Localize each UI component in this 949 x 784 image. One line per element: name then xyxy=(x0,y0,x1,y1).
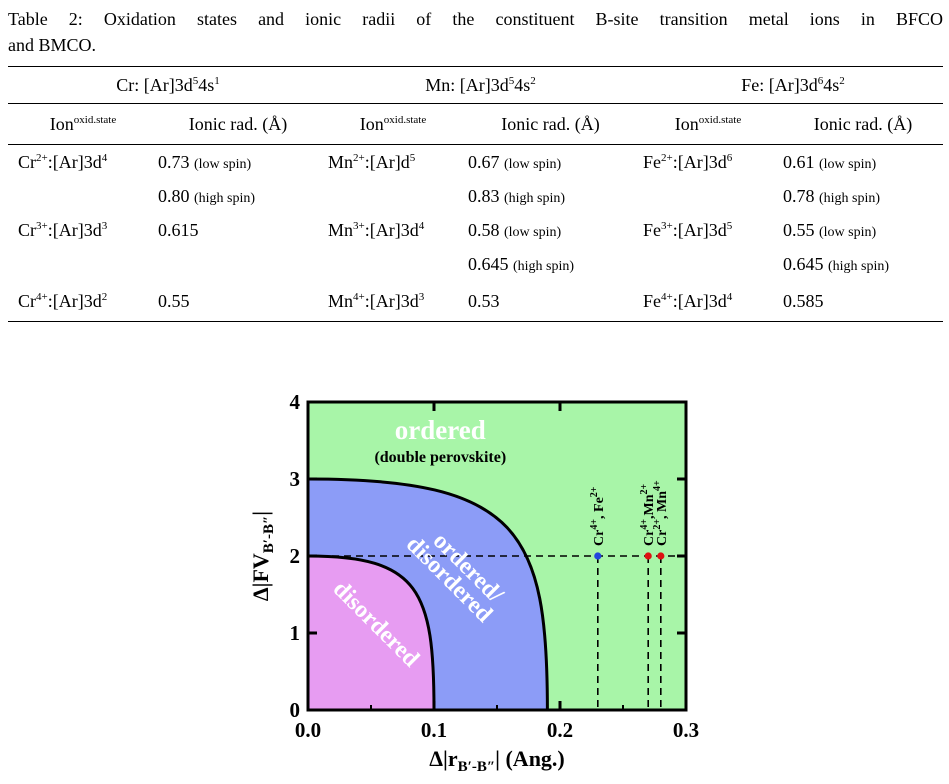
region-disordered xyxy=(308,556,434,710)
point-label: Cr4+, Fe2+ xyxy=(589,486,607,546)
y-tick-label: 2 xyxy=(290,544,301,568)
table-caption: Table 2: Oxidation states and ionic radi… xyxy=(8,6,943,58)
ion-cell: Mn2+:[Ar]d5 xyxy=(328,151,416,172)
ionic-radii-table: Cr: [Ar]3d54s1 Mn: [Ar]3d54s2 Fe: [Ar]3d… xyxy=(8,66,943,322)
phase-diagram-chart: Cr4+, Fe2+Cr4+,Mn2+Cr2+, Mn4+ 0.0 0.1 0.2 0… xyxy=(248,392,700,775)
ion-cell: Mn3+:[Ar]3d4 xyxy=(328,219,425,240)
data-point xyxy=(644,552,652,560)
x-tick-label: 0.1 xyxy=(421,718,447,742)
column-header-ion: Ionoxid.state xyxy=(633,103,773,145)
radius-cell: 0.73 (low spin) xyxy=(158,151,252,172)
ion-cell: Fe4+:[Ar]3d4 xyxy=(633,281,773,322)
table-row: Cr3+:[Ar]3d3 0.615 Mn3+:[Ar]3d4 0.58 (lo… xyxy=(8,213,943,247)
radius-cell: 0.78 (high spin) xyxy=(783,185,881,206)
x-tick-label: 0.0 xyxy=(295,718,321,742)
ion-cell xyxy=(318,247,458,281)
radius-cell: 0.645 (high spin) xyxy=(783,253,890,274)
region-sublabel-double-perovskite: (double perovskite) xyxy=(374,449,506,466)
ion-cell xyxy=(633,247,773,281)
ion-cell xyxy=(8,247,148,281)
table-row: Cr2+:[Ar]3d4 0.73 (low spin) Mn2+:[Ar]d5… xyxy=(8,145,943,180)
data-points xyxy=(594,552,665,560)
y-tick-label: 0 xyxy=(290,698,301,722)
radius-cell: 0.67 (low spin) xyxy=(468,151,562,172)
caption-line-2: and BMCO. xyxy=(8,35,97,55)
column-header-radius: Ionic rad. (Å) xyxy=(773,103,943,145)
group-header-fe: Fe: [Ar]3d64s2 xyxy=(633,66,943,104)
boundary-ordered xyxy=(307,477,549,711)
radius-cell xyxy=(148,247,318,281)
column-header-radius: Ionic rad. (Å) xyxy=(458,103,633,145)
table-row: Cr4+:[Ar]3d2 0.55 Mn4+:[Ar]3d3 0.53 Fe4+… xyxy=(8,281,943,322)
radius-cell: 0.80 (high spin) xyxy=(158,185,256,206)
ion-cell: Cr3+:[Ar]3d3 xyxy=(18,219,108,240)
table-row: 0.645 (high spin) 0.645 (high spin) xyxy=(8,247,943,281)
y-axis-label: Δ|FVB′-B″| xyxy=(248,511,277,601)
ion-cell: Cr4+:[Ar]3d2 xyxy=(8,281,148,322)
caption-line-1: Table 2: Oxidation states and ionic radi… xyxy=(8,9,943,29)
column-header-ion: Ionoxid.state xyxy=(8,103,148,145)
group-header-mn: Mn: [Ar]3d54s2 xyxy=(318,66,633,104)
radius-cell: 0.645 (high spin) xyxy=(468,253,575,274)
table-column-header-row: Ionoxid.state Ionic rad. (Å) Ionoxid.sta… xyxy=(8,103,943,145)
data-point xyxy=(657,552,665,560)
radius-cell: 0.61 (low spin) xyxy=(783,151,877,172)
radius-cell: 0.53 xyxy=(458,281,633,322)
ion-cell: Fe2+:[Ar]3d6 xyxy=(643,151,733,172)
radius-cell: 0.58 (low spin) xyxy=(468,219,562,240)
y-tick-label: 3 xyxy=(290,467,301,491)
point-labels: Cr4+, Fe2+ Cr4+,Mn2+Cr2+, Mn4+ xyxy=(589,480,670,546)
group-header-cr: Cr: [Ar]3d54s1 xyxy=(8,66,318,104)
x-tick-label: 0.2 xyxy=(547,718,573,742)
radius-cell: 0.55 (low spin) xyxy=(783,219,877,240)
ion-cell: Fe3+:[Ar]3d5 xyxy=(643,219,733,240)
ion-cell xyxy=(8,179,148,213)
ion-cell xyxy=(318,179,458,213)
radius-cell: 0.83 (high spin) xyxy=(468,185,566,206)
point-label: Cr2+, Mn4+ xyxy=(652,480,670,546)
point-drop-lines xyxy=(596,556,662,710)
radius-cell: 0.585 xyxy=(773,281,943,322)
y-tick-label: 1 xyxy=(290,621,301,645)
column-header-radius: Ionic rad. (Å) xyxy=(148,103,318,145)
axis-ticks: 0.0 0.1 0.2 0.3 0 1 2 3 4 xyxy=(290,392,700,742)
x-tick-label: 0.3 xyxy=(673,718,699,742)
ion-cell: Cr2+:[Ar]3d4 xyxy=(18,151,108,172)
boundary-disordered xyxy=(307,554,436,711)
column-header-ion: Ionoxid.state xyxy=(318,103,458,145)
radius-cell: 0.615 xyxy=(158,219,199,240)
table-row: 0.80 (high spin) 0.83 (high spin) 0.78 (… xyxy=(8,179,943,213)
radius-cell: 0.55 xyxy=(148,281,318,322)
ion-cell: Mn4+:[Ar]3d3 xyxy=(318,281,458,322)
table-group-header-row: Cr: [Ar]3d54s1 Mn: [Ar]3d54s2 Fe: [Ar]3d… xyxy=(8,66,943,104)
data-point xyxy=(594,552,602,560)
x-axis-label: Δ|rB′-B″| (Ang.) xyxy=(429,746,565,775)
y-tick-label: 4 xyxy=(290,392,301,414)
region-label-ordered: ordered xyxy=(395,415,486,445)
ion-cell xyxy=(633,179,773,213)
point-label: Cr4+,Mn2+ xyxy=(639,483,657,546)
